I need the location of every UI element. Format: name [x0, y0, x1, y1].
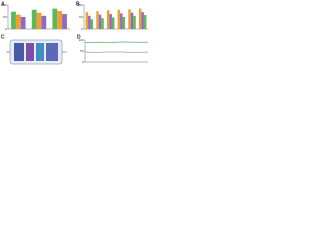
bar [101, 18, 104, 29]
y-tick-label: 50 [79, 15, 83, 19]
bar [36, 12, 42, 29]
bar [138, 8, 142, 29]
axis [84, 40, 148, 63]
bar [143, 15, 147, 29]
bar [117, 9, 121, 30]
y-tick-label: 100 [77, 3, 82, 7]
axis [83, 5, 148, 30]
bar [62, 14, 67, 29]
bar [109, 14, 112, 29]
bar [90, 19, 94, 29]
bar [57, 11, 63, 29]
bar [128, 9, 131, 29]
bar [31, 9, 37, 30]
panel-label: A [1, 1, 5, 7]
y-tick-label: 50 [3, 15, 7, 19]
y-tick-label: 50 [80, 49, 84, 53]
bar [133, 15, 136, 29]
bar [111, 17, 115, 29]
bar [52, 8, 58, 29]
bar [11, 11, 16, 29]
bar [120, 13, 123, 29]
y-tick-label: 0 [82, 60, 84, 64]
bar [85, 12, 89, 29]
figure: A B C D 0 50 100 0 50 100 0 50 100 [1, 1, 149, 65]
bar [41, 15, 47, 29]
bar [20, 17, 26, 29]
y-tick-label: 0 [81, 27, 83, 31]
line [84, 41, 148, 43]
bar [106, 10, 110, 30]
bar [130, 12, 134, 29]
panel-label: D [77, 34, 81, 40]
bar [88, 15, 91, 29]
panel-label: B [76, 1, 80, 7]
bar [96, 11, 99, 29]
y-tick-label: 100 [78, 38, 83, 42]
bar [98, 14, 102, 29]
y-tick-label: 0 [5, 27, 7, 31]
bar [141, 12, 144, 29]
bar [15, 14, 21, 29]
panel-label: C [1, 34, 5, 40]
bar [122, 17, 126, 29]
device-illustration [6, 39, 67, 65]
y-tick-label: 100 [1, 3, 6, 7]
